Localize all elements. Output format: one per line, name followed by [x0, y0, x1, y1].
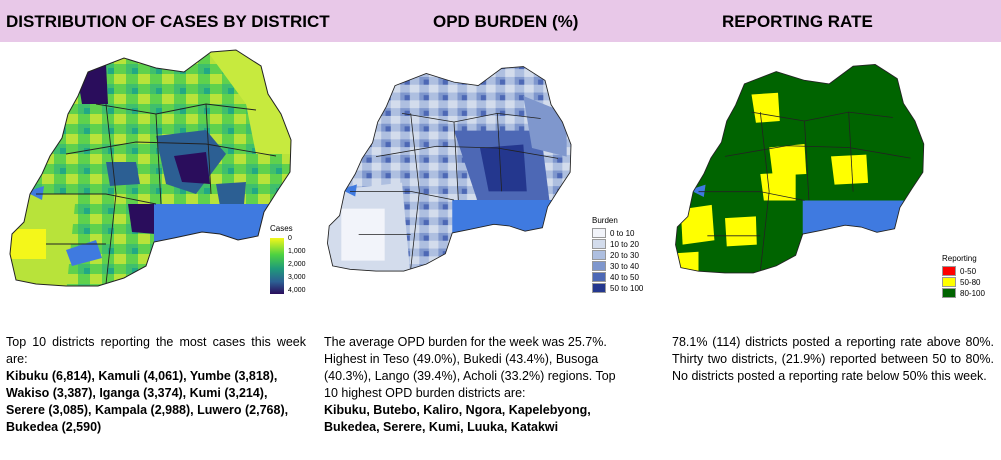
burden-legend-title: Burden	[592, 216, 618, 225]
burden-legend-items: 0 to 10 10 to 20 20 to 30 30 to 40 40 to 50 5…	[592, 228, 643, 293]
cases-tick-2000: 2,000	[288, 261, 306, 268]
burden-legend-label: 10 to 20	[610, 239, 639, 249]
reporting-legend-swatch	[942, 266, 956, 276]
opd-intro: The average OPD burden for the week was …	[324, 335, 616, 400]
reporting-legend-label: 0-50	[960, 266, 977, 276]
reporting-legend-swatch	[942, 288, 956, 298]
burden-legend-label: 0 to 10	[610, 228, 635, 238]
title-reporting: REPORTING RATE	[722, 12, 873, 31]
opd-map[interactable]	[324, 44, 584, 304]
burden-legend-swatch	[592, 239, 606, 249]
cases-tick-3000: 3,000	[288, 274, 306, 281]
reporting-legend-swatch	[942, 277, 956, 287]
cases-map[interactable]	[6, 44, 306, 294]
burden-legend-swatch	[592, 228, 606, 238]
cases-map-panel: Cases 0 1,000 2,000 3,000 4,000	[6, 44, 324, 294]
burden-legend-label: 30 to 40	[610, 261, 639, 271]
cases-tick-0: 0	[288, 235, 292, 242]
opd-text: The average OPD burden for the week was …	[324, 334, 624, 436]
burden-legend-item: 10 to 20	[592, 239, 643, 249]
reporting-body: 78.1% (114) districts posted a reporting…	[672, 335, 994, 383]
burden-legend-label: 20 to 30	[610, 250, 639, 260]
reporting-legend-item: 50-80	[942, 277, 985, 287]
reporting-legend-title: Reporting	[942, 254, 977, 263]
reporting-map[interactable]	[672, 44, 937, 304]
title-opd: OPD BURDEN (%)	[433, 12, 579, 31]
cases-legend: Cases 0 1,000 2,000 3,000 4,000	[270, 224, 306, 294]
burden-legend-item: 40 to 50	[592, 272, 643, 282]
burden-legend-swatch	[592, 283, 606, 293]
burden-legend-swatch	[592, 272, 606, 282]
burden-legend-label: 50 to 100	[610, 283, 644, 293]
cases-text: Top 10 districts reporting the most case…	[6, 334, 306, 436]
cases-intro: Top 10 districts reporting the most case…	[6, 335, 306, 366]
cases-gradient-bar	[270, 238, 284, 294]
burden-legend-item: 0 to 10	[592, 228, 643, 238]
header-band	[0, 0, 1001, 42]
burden-legend-swatch	[592, 250, 606, 260]
reporting-legend-label: 50-80	[960, 277, 981, 287]
burden-legend-item: 30 to 40	[592, 261, 643, 271]
burden-legend-swatch	[592, 261, 606, 271]
burden-legend-label: 40 to 50	[610, 272, 639, 282]
cases-tick-4000: 4,000	[288, 287, 306, 294]
reporting-legend-label: 80-100	[960, 288, 985, 298]
burden-legend: Burden 0 to 10 10 to 20 20 to 30 30 to 40 40…	[592, 216, 643, 294]
reporting-legend-items: 0-50 50-80 80-100	[942, 266, 985, 298]
burden-legend-item: 50 to 100	[592, 283, 643, 293]
reporting-legend: Reporting 0-50 50-80 80-100	[942, 254, 985, 299]
opd-top10-list: Kibuku, Butebo, Kaliro, Ngora, Kapelebyo…	[324, 403, 591, 434]
cases-top10-list: Kibuku (6,814), Kamuli (4,061), Yumbe (3…	[6, 369, 289, 434]
opd-map-panel: Burden 0 to 10 10 to 20 20 to 30 30 to 40 40…	[324, 44, 664, 304]
reporting-legend-item: 0-50	[942, 266, 985, 276]
burden-legend-item: 20 to 30	[592, 250, 643, 260]
cases-legend-title: Cases	[270, 224, 293, 233]
title-cases: DISTRIBUTION OF CASES BY DISTRICT	[6, 12, 330, 31]
reporting-legend-item: 80-100	[942, 288, 985, 298]
cases-tick-1000: 1,000	[288, 248, 306, 255]
reporting-text: 78.1% (114) districts posted a reporting…	[672, 334, 994, 385]
reporting-map-panel: Reporting 0-50 50-80 80-100	[672, 44, 1001, 304]
